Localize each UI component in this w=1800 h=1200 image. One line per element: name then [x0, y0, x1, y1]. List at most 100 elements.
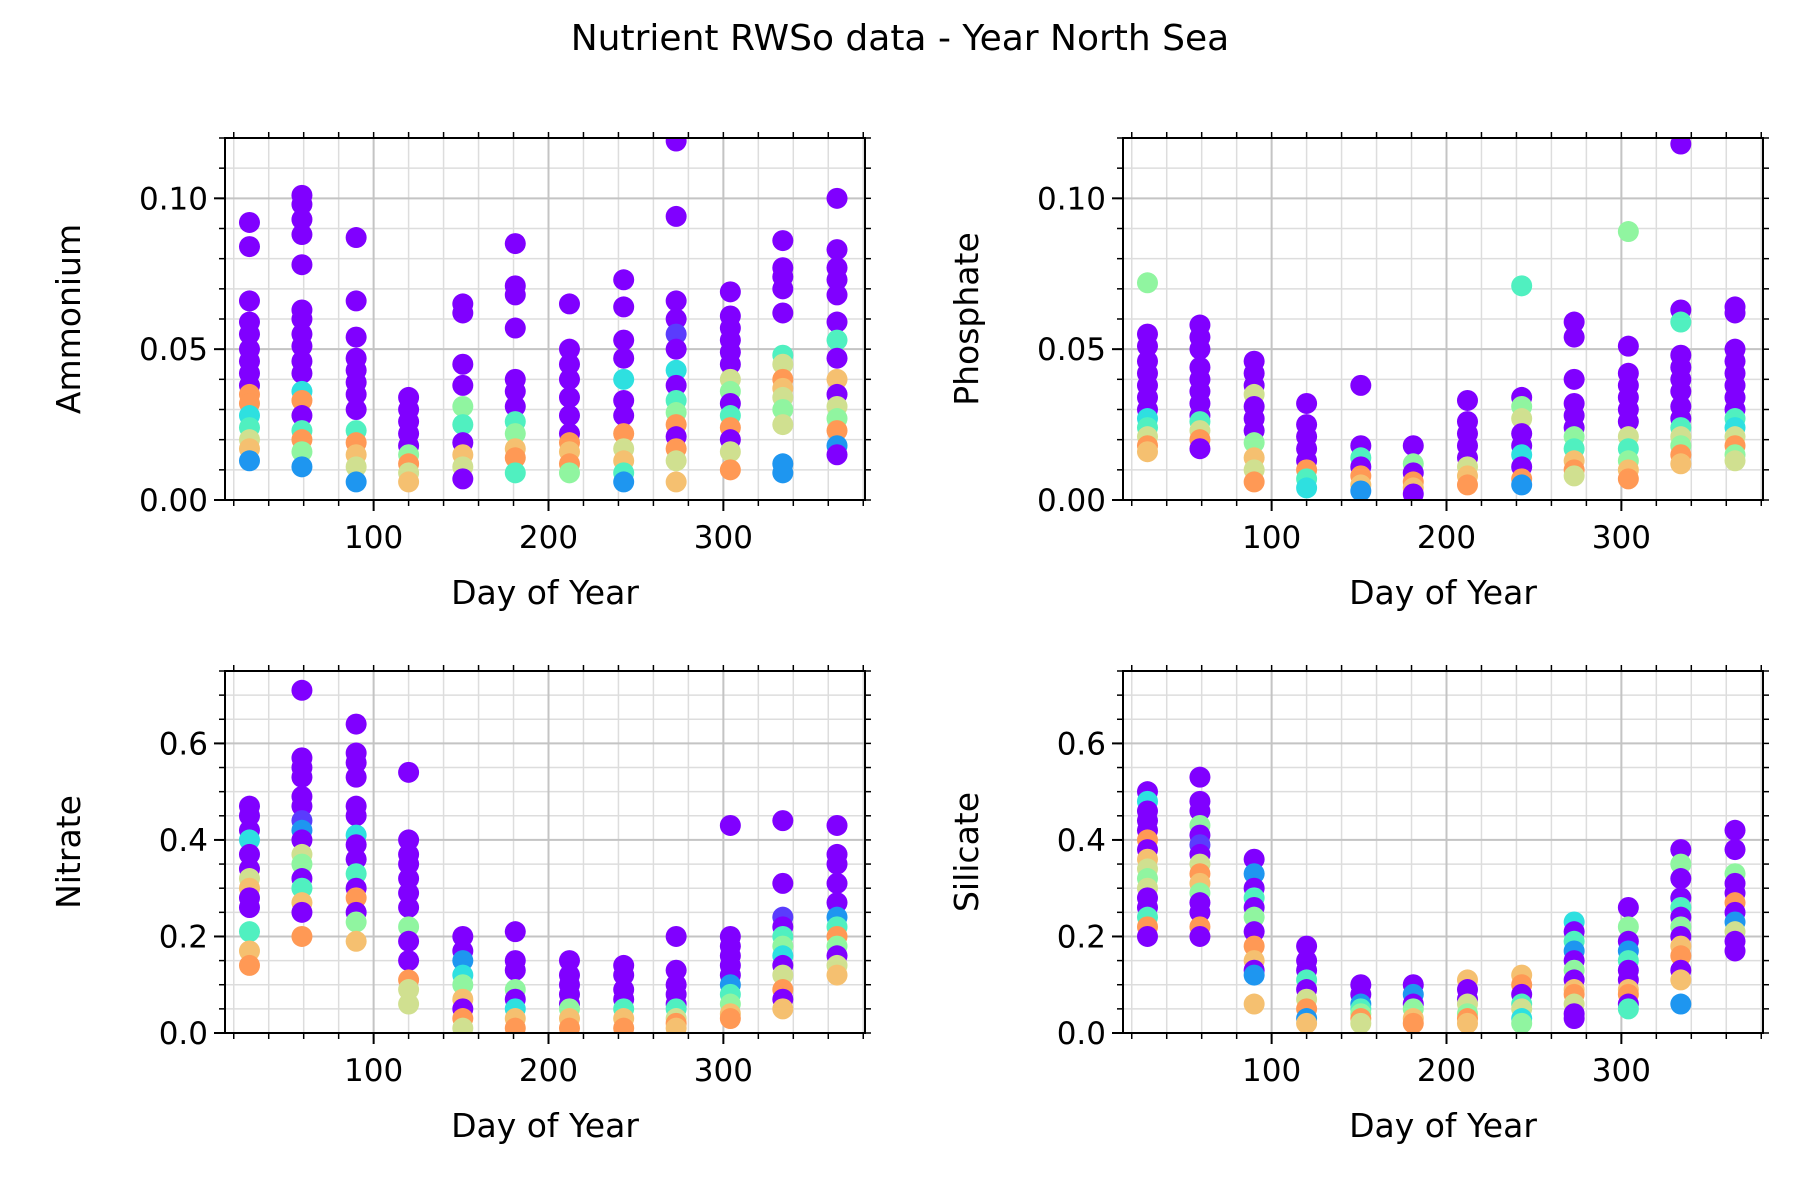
data-point [291, 224, 313, 246]
data-point [452, 302, 474, 324]
data-point [398, 868, 420, 890]
data-point [1402, 483, 1424, 500]
data-point [719, 1008, 741, 1030]
data-point [558, 338, 580, 360]
y-tick-label: 0.05 [139, 332, 208, 368]
data-point [291, 441, 313, 463]
data-point [452, 950, 474, 972]
data-point [345, 290, 367, 312]
x-tick-label: 200 [1417, 520, 1476, 556]
data-point [1670, 945, 1692, 967]
data-point [1243, 921, 1265, 943]
data-point [1511, 275, 1533, 297]
data-point [665, 290, 687, 312]
data-point [558, 950, 580, 972]
data-point [1350, 480, 1372, 500]
y-axis-label: Ammonium [49, 224, 88, 414]
data-point [772, 964, 794, 986]
data-point [345, 713, 367, 735]
data-point [238, 236, 260, 258]
y-tick-label: 0.0 [159, 1016, 208, 1052]
data-point [1456, 1012, 1478, 1033]
data-point [291, 456, 313, 478]
y-tick-label: 0.4 [1057, 823, 1106, 859]
data-point [345, 805, 367, 827]
x-tick-label: 100 [1242, 520, 1301, 556]
data-point [238, 897, 260, 919]
data-point [719, 459, 741, 481]
data-point [398, 897, 420, 919]
data-point [665, 338, 687, 360]
data-point [345, 471, 367, 493]
y-axis-label: Phosphate [947, 232, 986, 406]
data-point [1724, 302, 1746, 324]
data-point [452, 353, 474, 375]
data-point [719, 281, 741, 303]
data-point [291, 389, 313, 411]
data-point [665, 138, 687, 152]
data-point [1402, 435, 1424, 457]
data-point [826, 368, 848, 390]
data-point [1563, 368, 1585, 390]
data-point [1243, 993, 1265, 1015]
data-point [291, 208, 313, 230]
data-point [1136, 925, 1158, 947]
data-point [665, 1017, 687, 1033]
data-point [558, 353, 580, 375]
y-tick-label: 0.00 [1037, 483, 1106, 519]
x-axis-label: Day of Year [1349, 573, 1537, 612]
data-point [772, 998, 794, 1020]
x-tick-label: 300 [1592, 1053, 1651, 1089]
data-point [398, 882, 420, 904]
y-tick-label: 0.2 [159, 919, 208, 955]
data-point [238, 290, 260, 312]
panel-phosphate: 100 200 300 0.00 0.05 0.10 Day of Year Phosphat… [947, 132, 1769, 612]
data-point [291, 254, 313, 276]
data-point [291, 679, 313, 701]
data-point [613, 423, 635, 445]
data-point [398, 950, 420, 972]
y-tick-label: 0.0 [1057, 1016, 1106, 1052]
data-point [398, 853, 420, 875]
y-tick-label: 0.10 [1037, 181, 1106, 217]
data-point [345, 227, 367, 249]
data-point [1189, 901, 1211, 923]
data-point [1511, 474, 1533, 496]
data-point [1136, 272, 1158, 294]
data-point [1617, 916, 1639, 938]
data-point [826, 872, 848, 894]
data-point [772, 810, 794, 832]
data-point [1617, 411, 1639, 433]
data-point [1670, 138, 1692, 155]
data-point [291, 766, 313, 788]
data-point [345, 326, 367, 348]
data-point [1670, 868, 1692, 890]
data-point [504, 447, 526, 469]
data-point [772, 462, 794, 484]
x-tick-label: 100 [344, 1053, 403, 1089]
data-point [772, 414, 794, 436]
data-point [238, 829, 260, 851]
data-point [452, 1017, 474, 1033]
data-point [345, 456, 367, 478]
data-point [665, 308, 687, 330]
data-point [1189, 925, 1211, 947]
data-point [291, 795, 313, 817]
data-point [398, 829, 420, 851]
data-point [665, 450, 687, 472]
data-point [1402, 1012, 1424, 1033]
data-point [1511, 1012, 1533, 1033]
data-point [826, 420, 848, 442]
data-point [772, 302, 794, 324]
data-point [1511, 408, 1533, 430]
data-point [1296, 935, 1318, 957]
data-point [1617, 221, 1639, 243]
data-point [398, 761, 420, 783]
data-point [345, 863, 367, 885]
data-point [1724, 839, 1746, 861]
data-point [345, 399, 367, 420]
data-point [1136, 335, 1158, 357]
panel-silicate: 100 200 300 0.0 0.2 0.4 0.6 Day of Year Silicate [947, 665, 1769, 1145]
data-point [613, 347, 635, 369]
